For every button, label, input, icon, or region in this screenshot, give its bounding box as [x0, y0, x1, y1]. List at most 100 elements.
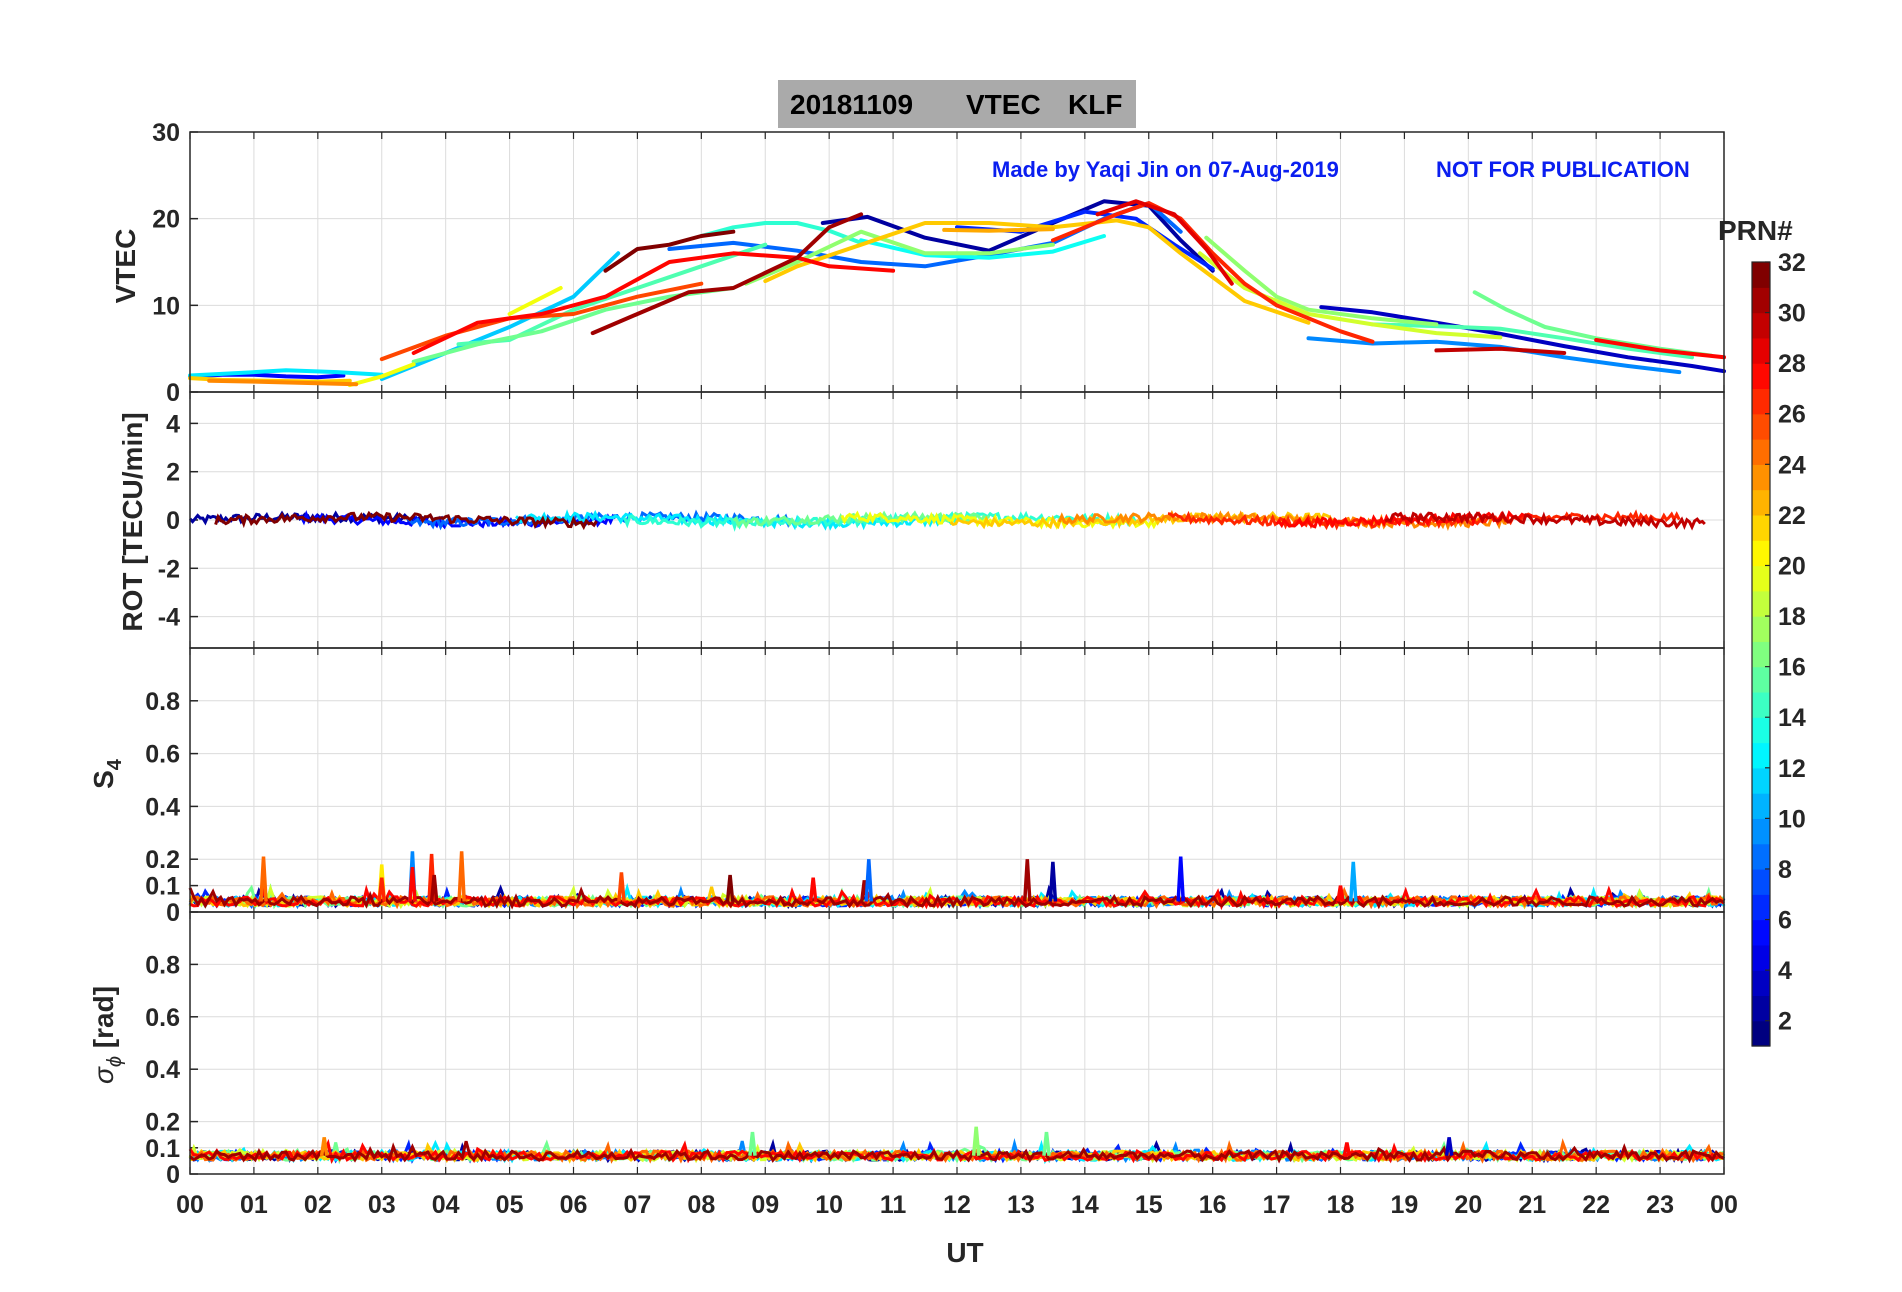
colorbar-segment: [1752, 868, 1770, 895]
colorbar-tick-label: 14: [1778, 704, 1806, 732]
s4-spike: [1176, 856, 1186, 902]
s4-spike: [457, 851, 466, 902]
y-tick-label: 0.1: [145, 1135, 180, 1163]
colorbar-tick-label: 26: [1778, 401, 1806, 429]
vtec-series-line: [1204, 235, 1439, 327]
colorbar-segment: [1752, 514, 1770, 541]
colorbar-segment: [1752, 666, 1770, 693]
colorbar-segment: [1752, 919, 1770, 946]
x-tick-label: 14: [1071, 1191, 1099, 1219]
y-tick-label: 0: [166, 507, 180, 535]
vtec-series-line: [859, 234, 1106, 260]
colorbar-segment: [1752, 944, 1770, 971]
colorbar-tick-label: 6: [1778, 907, 1792, 935]
colorbar-tick-label: 4: [1778, 957, 1792, 985]
y-tick-label: -4: [158, 604, 180, 632]
vtec-series-line: [507, 286, 563, 316]
panel-rot: -4 -2 0 2 4: [158, 391, 1725, 649]
colorbar-tick-label: 30: [1778, 300, 1806, 328]
colorbar-segment: [1752, 489, 1770, 516]
sigma-phi-ylabel: σϕ [rad]: [88, 986, 126, 1084]
sigma_phi-spike: [319, 1137, 329, 1156]
x-tick-label: 08: [687, 1191, 715, 1219]
plot-area-s4: [188, 851, 1726, 911]
y-tick-label: 0.2: [145, 846, 180, 874]
y-tick-label: 0.2: [145, 1109, 180, 1137]
sigma_phi-spike: [1042, 1131, 1051, 1156]
vtec-series-line: [744, 229, 1055, 286]
vtec-series-line: [379, 251, 621, 381]
vtec-series-line: [411, 251, 896, 355]
y-tick-label: 2: [166, 459, 180, 487]
x-tick-label: 13: [1007, 1191, 1035, 1219]
x-tick-label: 16: [1199, 1191, 1227, 1219]
x-tick-label: 00: [1710, 1191, 1738, 1219]
colorbar-segment: [1752, 287, 1770, 314]
s4-ylabel: S4: [88, 758, 126, 789]
vtec-series-line: [942, 227, 1055, 233]
svg-text:S4: S4: [88, 758, 126, 789]
rot-series-line: [1275, 510, 1533, 529]
colorbar-segment: [1752, 793, 1770, 819]
x-tick-label: 04: [432, 1191, 460, 1219]
x-tick-label: 02: [304, 1191, 332, 1219]
colorbar-tick-label: 12: [1778, 755, 1806, 783]
colorbar-segment: [1752, 337, 1770, 364]
colorbar-label: PRN#: [1718, 215, 1793, 246]
colorbar-frame: [1751, 261, 1771, 1047]
y-tick-label: 30: [152, 119, 180, 147]
vtec-series-line: [1095, 199, 1234, 286]
colorbar-segment: [1752, 970, 1770, 997]
y-tick-label: 0.6: [145, 1004, 180, 1032]
x-tick-label: 21: [1518, 1191, 1546, 1219]
vtec-series-line: [699, 221, 864, 245]
sigma_phi-spike: [971, 1126, 981, 1156]
x-tick-label: 10: [815, 1191, 843, 1219]
colorbar-segment: [1752, 641, 1770, 668]
s4-spike: [864, 859, 874, 902]
vtec-series-line: [188, 368, 384, 378]
y-tick-label: 0.8: [145, 688, 180, 716]
y-tick-label: 0.1: [145, 873, 180, 901]
x-tick-label: 20: [1454, 1191, 1482, 1219]
vtec-series-line: [1434, 346, 1567, 355]
colorbar-tick-label: 10: [1778, 805, 1806, 833]
vtec-series-line: [207, 378, 359, 387]
sigma_phi-spike: [1444, 1137, 1454, 1156]
x-tick-label: 07: [624, 1191, 652, 1219]
colorbar-segment: [1752, 363, 1770, 390]
colorbar-segment: [1752, 894, 1770, 921]
y-tick-label: 10: [152, 292, 180, 320]
s4-spike: [259, 856, 268, 902]
rot-ylabel: ROT [TECU/min]: [117, 412, 148, 631]
x-tick-label: 03: [368, 1191, 396, 1219]
colorbar-segment: [1752, 767, 1770, 794]
s4-series-line: [188, 886, 1725, 910]
not-for-publication-text: NOT FOR PUBLICATION: [1436, 157, 1690, 182]
colorbar-segment: [1752, 717, 1770, 744]
x-tick-label: 06: [560, 1191, 588, 1219]
vtec-series-line: [1050, 201, 1375, 344]
colorbar-tick-label: 32: [1778, 249, 1806, 277]
colorbar-segment: [1752, 843, 1770, 870]
s4-spike: [808, 877, 818, 902]
vtec-series-line: [590, 212, 864, 336]
colorbar-segment: [1752, 312, 1770, 339]
vtec-series-line: [1319, 305, 1726, 374]
colorbar-segment: [1752, 1020, 1770, 1047]
x-tick-label: 01: [240, 1191, 268, 1219]
colorbar-tick-label: 8: [1778, 856, 1792, 884]
s4-spike: [429, 874, 439, 902]
vtec-series-line: [1594, 338, 1726, 360]
colorbar-tick-label: 16: [1778, 654, 1806, 682]
vtec-series-line: [1472, 290, 1714, 358]
rot-series-line: [732, 510, 991, 529]
y-tick-label: 20: [152, 206, 180, 234]
colorbar-segment: [1752, 616, 1770, 642]
y-tick-label: 0: [166, 1161, 180, 1189]
colorbar-tick-label: 28: [1778, 350, 1806, 378]
x-tick-label: 09: [751, 1191, 779, 1219]
vtec-series-line: [347, 362, 416, 388]
